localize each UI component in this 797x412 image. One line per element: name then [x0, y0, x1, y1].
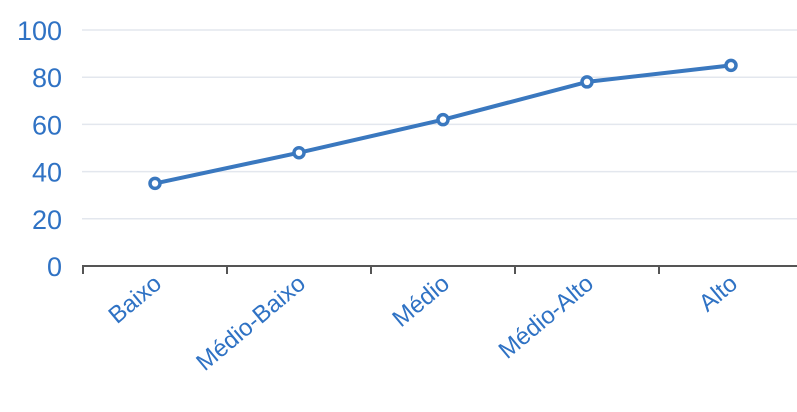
y-axis-tick-labels: 0 20 40 60 80 100: [17, 16, 62, 282]
x-tick-label: Médio: [387, 270, 454, 333]
data-point: [436, 112, 450, 127]
x-tick-label: Médio-Alto: [494, 270, 599, 364]
y-tick-label: 20: [32, 205, 62, 235]
y-tick-label: 80: [32, 63, 62, 93]
data-point: [580, 75, 594, 89]
data-point: [724, 58, 738, 73]
y-tick-label: 0: [47, 252, 62, 282]
x-tick-label: Alto: [694, 270, 743, 317]
x-tick-label: Baixo: [104, 270, 167, 329]
x-axis-tick-labels: Baixo Médio-Baixo Médio Médio-Alto Alto: [104, 270, 743, 376]
data-point: [148, 176, 162, 191]
data-point: [292, 145, 306, 160]
x-axis: [82, 265, 797, 274]
series-layer: [148, 58, 738, 191]
y-tick-label: 100: [17, 16, 62, 46]
x-tick-label: Médio-Baixo: [191, 270, 311, 376]
y-tick-label: 60: [32, 110, 62, 140]
y-tick-label: 40: [32, 158, 62, 188]
